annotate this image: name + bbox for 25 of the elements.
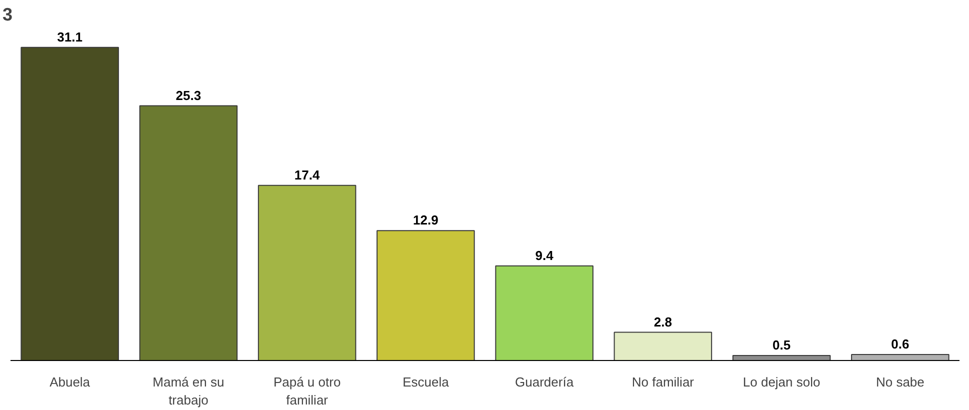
data-label: 17.4 [294, 167, 320, 182]
x-tick-label: Mamá en su trabajo [152, 374, 224, 408]
data-label: 0.5 [772, 337, 791, 352]
data-label: 9.4 [535, 248, 554, 263]
x-tick-label: No sabe [876, 374, 924, 390]
bar [139, 105, 238, 360]
bar [495, 265, 594, 360]
x-tick-label: No familiar [632, 374, 695, 390]
chart-title: 3 [2, 4, 13, 24]
x-tick-label: Papá u otro familiar [273, 374, 341, 408]
bar [851, 354, 950, 360]
x-tick-label: Guardería [515, 374, 574, 390]
bar [376, 230, 475, 360]
data-label: 31.1 [57, 29, 82, 44]
x-tick-label: Escuela [402, 374, 450, 390]
bar [20, 46, 119, 360]
data-label: 2.8 [654, 314, 672, 330]
data-label: 25.3 [176, 88, 202, 103]
data-label: 12.9 [413, 212, 438, 228]
bar [614, 332, 712, 360]
data-label: 0.6 [891, 336, 910, 352]
x-tick-label: Abuela [50, 374, 91, 390]
x-tick-label: Lo dejan solo [742, 374, 820, 390]
bar [258, 184, 356, 360]
bar [732, 354, 831, 360]
